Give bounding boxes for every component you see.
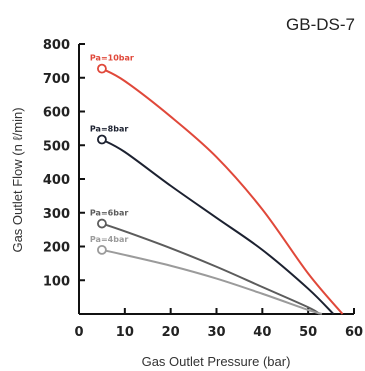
series-line xyxy=(101,222,321,315)
axes: 100 200 300 400 500 600 700 800 0 10 20 30 40 50 60 xyxy=(43,38,363,340)
series-label: Pa=10bar xyxy=(90,54,134,63)
y-tick-label: 600 xyxy=(43,106,70,121)
series-layer: Pa=10bar Pa=8bar Pa=6bar Pa=4bar xyxy=(90,54,344,315)
y-tick-label: 500 xyxy=(43,139,70,154)
x-tick-label: 20 xyxy=(162,325,180,340)
series-start-marker xyxy=(97,244,107,255)
y-tick-label: 800 xyxy=(43,38,70,53)
series-start-marker xyxy=(97,134,107,145)
y-tick-label: 700 xyxy=(43,72,70,87)
x-tick-label: 40 xyxy=(253,325,271,340)
x-tick-label: 50 xyxy=(299,325,317,340)
chart-title: GB-DS-7 xyxy=(286,15,355,34)
series-label: Pa=6bar xyxy=(90,209,128,218)
x-tick-label: 60 xyxy=(345,325,363,340)
series-start-marker xyxy=(97,218,107,229)
series-start-marker xyxy=(97,63,107,74)
y-tick-label: 100 xyxy=(43,274,70,289)
series-label: Pa=4bar xyxy=(90,235,128,244)
y-axis-title: Gas Outlet Flow (n ℓ/min) xyxy=(10,107,25,252)
x-tick-label: 10 xyxy=(116,325,134,340)
series-line xyxy=(101,67,344,315)
series-label: Pa=8bar xyxy=(90,125,128,134)
y-tick-label: 400 xyxy=(43,173,70,188)
x-axis-title: Gas Outlet Pressure (bar) xyxy=(142,354,291,369)
y-tick-label: 300 xyxy=(43,207,70,222)
series-line xyxy=(101,138,335,315)
series-line xyxy=(101,248,323,315)
x-tick-label: 30 xyxy=(207,325,225,340)
x-tick-label: 0 xyxy=(74,325,83,340)
y-tick-label: 200 xyxy=(43,241,70,256)
